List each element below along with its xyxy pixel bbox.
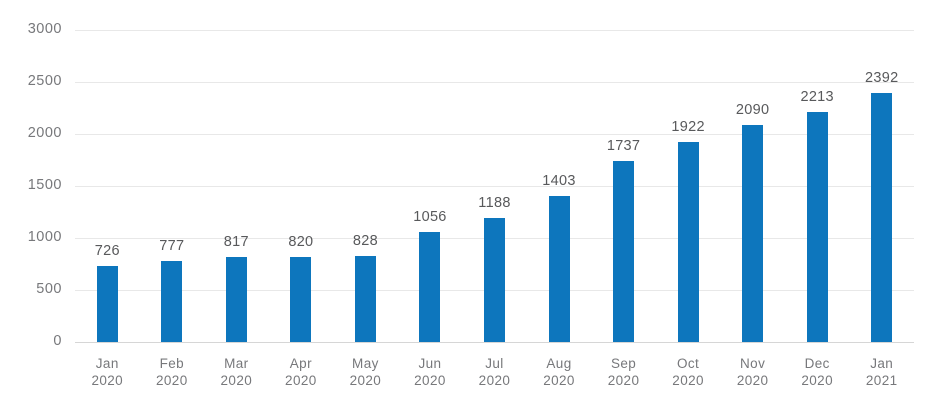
bar <box>613 161 635 342</box>
bar-value-label: 817 <box>223 234 249 251</box>
bar-value-label: 1056 <box>413 209 447 226</box>
x-tick-label: Oct 2020 <box>656 355 721 389</box>
bar <box>290 256 312 342</box>
bar <box>806 111 828 342</box>
bar-value-label: 1188 <box>478 195 511 212</box>
gridline <box>75 186 914 187</box>
x-tick-label: Apr 2020 <box>269 355 334 389</box>
bar <box>677 142 699 342</box>
x-tick-line: 2020 <box>801 373 833 388</box>
y-tick-label: 2500 <box>27 73 62 89</box>
bar-value-label: 777 <box>159 238 185 255</box>
gridline <box>75 134 914 135</box>
x-tick-label: Jun 2020 <box>398 355 463 389</box>
y-tick-label: 500 <box>36 281 62 297</box>
bar-value-label: 726 <box>94 243 120 260</box>
bar <box>548 196 570 342</box>
x-tick-label: Mar 2020 <box>204 355 269 389</box>
x-tick-line: Jan <box>95 356 119 371</box>
x-tick-line: Feb <box>159 356 185 371</box>
bar-value-label: 1403 <box>542 173 576 190</box>
bar <box>742 124 764 342</box>
y-tick-label: 2000 <box>27 125 62 141</box>
x-tick-line: 2020 <box>91 373 124 388</box>
y-tick-label: 1500 <box>27 177 62 193</box>
x-tick-line: 2020 <box>414 373 446 388</box>
x-tick-label: Dec 2020 <box>785 355 850 389</box>
x-tick-line: 2020 <box>285 373 317 388</box>
bar <box>96 266 118 342</box>
bar-value-label: 2213 <box>800 88 834 105</box>
bar-value-label: 820 <box>288 233 314 250</box>
x-tick-label: Jul 2020 <box>462 355 527 389</box>
bar <box>871 93 893 342</box>
x-tick-line: Nov <box>740 356 766 371</box>
x-tick-line: Sep <box>610 356 637 371</box>
x-tick-line: Mar <box>224 356 249 371</box>
x-tick-line: Aug <box>546 356 572 371</box>
x-tick-line: 2020 <box>607 373 640 388</box>
x-tick-line: 2020 <box>736 373 769 388</box>
bar-value-label: 1737 <box>606 138 641 155</box>
x-tick-line: Oct <box>677 356 700 371</box>
x-tick-label: May 2020 <box>333 355 398 389</box>
x-tick-label: Nov 2020 <box>720 355 785 389</box>
y-tick-label: 1000 <box>27 229 62 245</box>
x-tick-line: 2020 <box>543 373 575 388</box>
bar <box>354 255 376 342</box>
x-tick-label: Jan 2021 <box>849 355 914 389</box>
gridline <box>75 342 914 343</box>
gridline <box>75 82 914 83</box>
x-tick-label: Sep 2020 <box>591 355 656 389</box>
x-tick-line: 2020 <box>672 373 704 388</box>
bar <box>161 261 183 342</box>
bar <box>484 218 505 342</box>
bar-value-label: 1922 <box>671 119 705 136</box>
gridline <box>75 30 914 31</box>
x-tick-label: Feb 2020 <box>140 355 205 389</box>
y-tick-label: 3000 <box>27 21 62 37</box>
x-tick-line: 2020 <box>349 373 382 388</box>
x-tick-line: Jan <box>870 356 894 371</box>
x-tick-line: 2021 <box>865 373 898 388</box>
y-tick-label: 0 <box>53 333 62 349</box>
x-tick-line: Jun <box>418 356 442 371</box>
x-tick-line: 2020 <box>478 373 511 388</box>
bar <box>419 232 441 342</box>
bar-value-label: 2090 <box>735 101 770 118</box>
bar-value-label: 828 <box>352 232 378 249</box>
x-tick-line: 2020 <box>220 373 253 388</box>
bar-value-label: 2392 <box>864 70 899 87</box>
x-tick-label: Jan 2020 <box>75 355 140 389</box>
x-tick-line: Apr <box>289 356 312 371</box>
x-tick-line: Jul <box>485 356 504 371</box>
x-tick-line: 2020 <box>155 373 188 388</box>
bar <box>225 257 247 342</box>
x-tick-line: May <box>352 356 379 371</box>
x-tick-line: Dec <box>804 356 830 371</box>
x-tick-label: Aug 2020 <box>527 355 592 389</box>
